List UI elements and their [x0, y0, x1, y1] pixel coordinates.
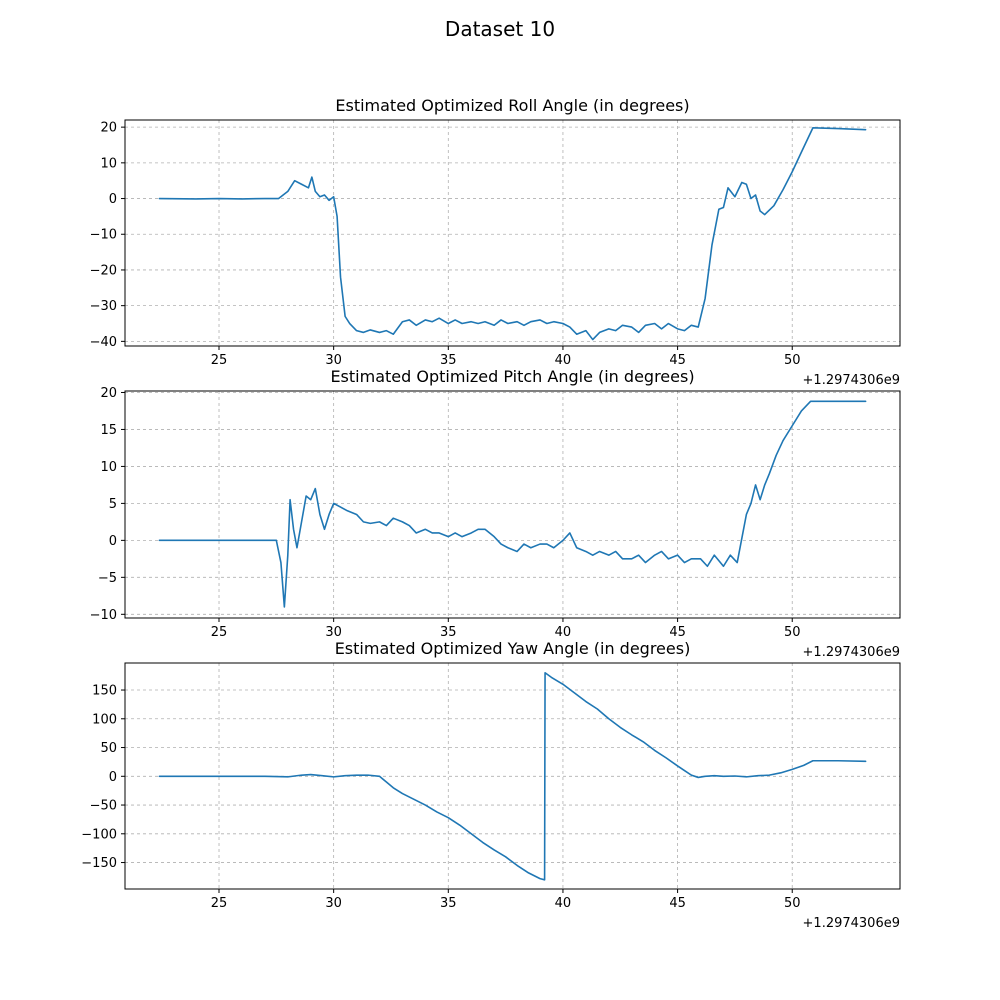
roll-axes-frame	[124, 119, 901, 347]
roll-x-tick-label: 25	[211, 353, 228, 368]
roll-y-tick-label: 10	[100, 156, 117, 171]
roll-y-tick-label: −20	[90, 263, 117, 278]
pitch-x-tick-label: 45	[669, 625, 686, 640]
roll-x-tick-label: 35	[440, 353, 457, 368]
pitch-y-tick-label: 15	[100, 423, 117, 438]
yaw-y-tick-label: 150	[92, 684, 117, 699]
pitch-y-tick-label: 10	[100, 460, 117, 475]
pitch-y-tick-label: 5	[109, 497, 117, 512]
pitch-y-tick-label: 0	[109, 534, 117, 549]
yaw-x-tick-label: 40	[555, 896, 572, 911]
pitch-x-tick-label: 40	[555, 625, 572, 640]
roll-y-tick-label: −40	[90, 335, 117, 350]
pitch-x-tick-label: 30	[325, 625, 342, 640]
pitch-x-tick-label: 35	[440, 625, 457, 640]
yaw-y-tick-label: −100	[81, 827, 117, 842]
pitch-plot-area	[125, 391, 900, 618]
pitch-x-tick-label: 50	[784, 625, 801, 640]
pitch-x-offset-label: +1.2974306e9	[803, 645, 900, 660]
roll-x-tick-label: 40	[555, 353, 572, 368]
roll-x-offset-label: +1.2974306e9	[803, 373, 900, 388]
pitch-y-tick-label: −10	[90, 608, 117, 623]
yaw-x-tick-label: 45	[669, 896, 686, 911]
yaw-y-tick-label: −150	[81, 856, 117, 871]
roll-series-line	[158, 127, 867, 341]
pitch-axes: 25 30 35 40 45 50 −10 −5 0 5 10 15 20 Estimated Optim…	[90, 367, 901, 660]
yaw-y-tick-label: 100	[92, 712, 117, 727]
roll-axes-title: Estimated Optimized Roll Angle (in degre…	[335, 96, 689, 115]
roll-axes: 25 30 35 40 45 50 −40 −30 −20 −10 0 10 20 Estimated O…	[90, 96, 901, 388]
pitch-axes-frame	[124, 390, 901, 619]
pitch-axes-title: Estimated Optimized Pitch Angle (in degr…	[330, 367, 694, 386]
roll-x-tick-label: 45	[669, 353, 686, 368]
roll-x-tick-label: 30	[325, 353, 342, 368]
yaw-x-offset-label: +1.2974306e9	[803, 916, 900, 931]
pitch-y-tick-label: 20	[100, 386, 117, 401]
figure-title: Dataset 10	[445, 17, 555, 41]
roll-y-tick-label: 20	[100, 121, 117, 136]
roll-x-tick-label: 50	[784, 353, 801, 368]
yaw-x-tick-label: 35	[440, 896, 457, 911]
roll-y-tick-label: −30	[90, 299, 117, 314]
yaw-series-line	[158, 671, 867, 881]
yaw-axes-title: Estimated Optimized Yaw Angle (in degree…	[335, 639, 691, 658]
yaw-y-tick-label: 50	[100, 741, 117, 756]
pitch-series-line	[158, 400, 867, 608]
yaw-y-tick-label: −50	[90, 799, 117, 814]
yaw-x-tick-label: 50	[784, 896, 801, 911]
pitch-y-tick-label: −5	[98, 571, 117, 586]
roll-y-tick-label: −10	[90, 228, 117, 243]
yaw-axes: 25 30 35 40 45 50 −150 −100 −50 0 50 100 150 Estimate…	[81, 639, 901, 931]
yaw-x-tick-label: 30	[325, 896, 342, 911]
yaw-x-tick-label: 25	[211, 896, 228, 911]
pitch-x-tick-label: 25	[211, 625, 228, 640]
roll-y-tick-label: 0	[109, 192, 117, 207]
roll-plot-area	[125, 120, 900, 346]
yaw-y-tick-label: 0	[109, 770, 117, 785]
